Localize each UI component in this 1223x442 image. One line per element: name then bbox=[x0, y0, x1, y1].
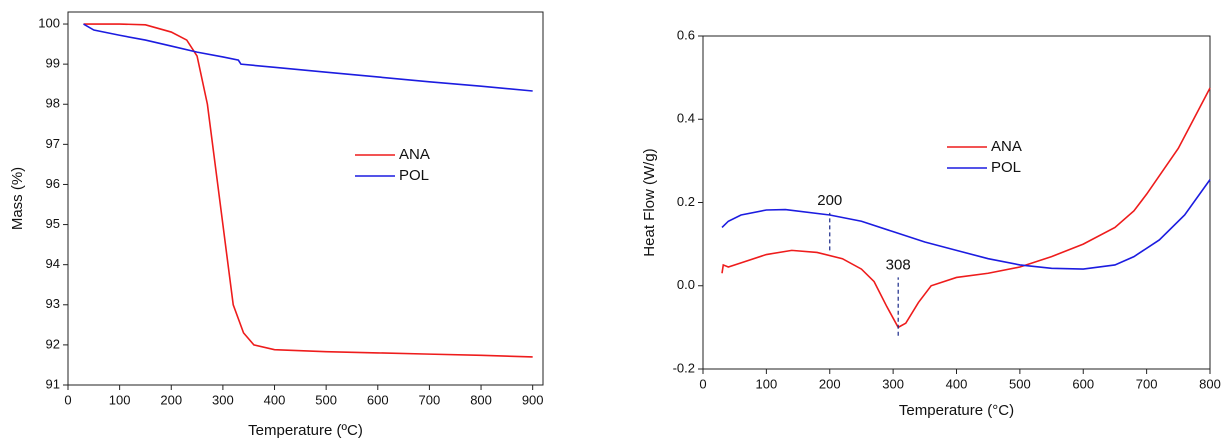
y-tick-label: 0.2 bbox=[677, 194, 695, 209]
legend-label: ANA bbox=[991, 138, 1022, 155]
x-tick-label: 400 bbox=[946, 376, 968, 391]
x-tick-label: 700 bbox=[1136, 376, 1158, 391]
y-tick-label: 0.6 bbox=[677, 27, 695, 42]
x-axis-label: Temperature (ºC) bbox=[248, 422, 363, 439]
y-axis-label: Mass (%) bbox=[9, 167, 26, 230]
annotation-label: 308 bbox=[886, 256, 911, 273]
x-tick-label: 0 bbox=[64, 392, 71, 407]
x-axis-label: Temperature (°C) bbox=[899, 402, 1014, 419]
y-tick-label: 0.4 bbox=[677, 111, 695, 126]
data-line bbox=[83, 23, 533, 358]
legend-label: ANA bbox=[399, 146, 430, 163]
x-tick-label: 300 bbox=[882, 376, 904, 391]
x-tick-label: 600 bbox=[367, 392, 389, 407]
x-tick-label: 500 bbox=[315, 392, 337, 407]
x-tick-label: 200 bbox=[819, 376, 841, 391]
plot-frame bbox=[702, 35, 1211, 370]
y-tick-label: 98 bbox=[46, 96, 60, 111]
legend-label: POL bbox=[991, 159, 1021, 176]
y-tick-label: 97 bbox=[46, 136, 60, 151]
x-tick-label: 500 bbox=[1009, 376, 1031, 391]
y-tick-label: 0.0 bbox=[677, 277, 695, 292]
x-tick-label: 800 bbox=[470, 392, 492, 407]
x-tick-label: 100 bbox=[109, 392, 131, 407]
y-tick-label: 94 bbox=[46, 256, 60, 271]
x-tick-label: 200 bbox=[160, 392, 182, 407]
y-tick-label: 93 bbox=[46, 296, 60, 311]
x-tick-label: 0 bbox=[699, 376, 706, 391]
x-tick-label: 800 bbox=[1199, 376, 1221, 391]
x-tick-label: 300 bbox=[212, 392, 234, 407]
x-tick-label: 100 bbox=[756, 376, 778, 391]
data-line bbox=[721, 179, 1211, 270]
plot-frame bbox=[67, 11, 544, 386]
y-axis-label: Heat Flow (W/g) bbox=[641, 148, 658, 256]
annotation-label: 200 bbox=[817, 192, 842, 209]
y-tick-label: 96 bbox=[46, 176, 60, 191]
x-tick-label: 600 bbox=[1072, 376, 1094, 391]
y-tick-label: 100 bbox=[38, 15, 60, 30]
legend-label: POL bbox=[399, 167, 429, 184]
y-tick-label: 92 bbox=[46, 336, 60, 351]
y-tick-label: 91 bbox=[46, 376, 60, 391]
x-tick-label: 900 bbox=[522, 392, 544, 407]
y-tick-label: 95 bbox=[46, 216, 60, 231]
data-line bbox=[83, 23, 533, 92]
y-tick-label: 99 bbox=[46, 56, 60, 71]
y-tick-label: -0.2 bbox=[673, 360, 695, 375]
data-line bbox=[721, 87, 1211, 329]
x-tick-label: 400 bbox=[264, 392, 286, 407]
x-tick-label: 700 bbox=[419, 392, 441, 407]
